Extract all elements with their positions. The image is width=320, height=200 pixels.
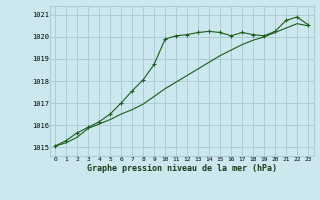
X-axis label: Graphe pression niveau de la mer (hPa): Graphe pression niveau de la mer (hPa) [87,164,276,173]
